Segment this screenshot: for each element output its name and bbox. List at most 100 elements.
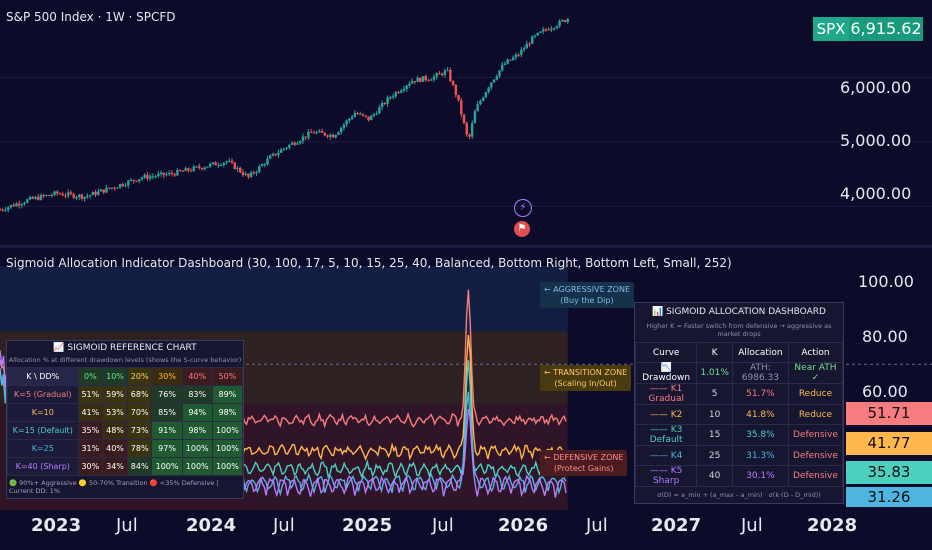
- ref-header-cell: 30%: [151, 367, 183, 386]
- ref-cell: 59%: [102, 385, 128, 404]
- candle-body: [451, 81, 455, 85]
- dash-curve: —— K1 Gradual: [634, 383, 698, 405]
- candle-body: [260, 164, 264, 167]
- ref-cell: 35%: [77, 421, 104, 440]
- ref-row: K=25 31% 40% 78% 97% 100% 100%: [7, 439, 244, 458]
- lightning-icon[interactable]: ⚡: [514, 199, 532, 217]
- candle-body: [509, 59, 512, 61]
- candle-body: [266, 158, 269, 165]
- candle-body: [129, 179, 133, 181]
- candle-body: [255, 171, 258, 174]
- price-pane[interactable]: [0, 0, 932, 245]
- dash-k: 5: [696, 383, 733, 405]
- candle-body: [550, 28, 553, 31]
- time-label: Jul: [741, 515, 763, 536]
- ref-cell: 98%: [211, 403, 244, 422]
- ref-cell: 84%: [126, 457, 153, 476]
- candle-body: [370, 115, 373, 121]
- dash-k: 15: [696, 424, 733, 446]
- ref-cell: 91%: [151, 421, 183, 440]
- ref-footer: 🟢 90%+ Aggressive 🟡 50-70% Transition 🔴 …: [9, 479, 219, 495]
- price-chart[interactable]: [0, 0, 932, 245]
- time-label: Jul: [586, 515, 608, 536]
- dash-row: —— K4 25 31.3% Defensive: [634, 445, 844, 466]
- candle-body: [479, 100, 482, 105]
- candle-body: [503, 63, 507, 65]
- candle-body: [468, 134, 471, 137]
- price-tick-4000: 4,000.00: [840, 184, 912, 203]
- time-label: 2028: [807, 515, 858, 536]
- candle-body: [440, 73, 444, 76]
- dash-drawdown-ath: ATH: 6986.33: [731, 362, 789, 384]
- candle-body: [378, 107, 381, 114]
- candle-body: [263, 164, 266, 166]
- dash-alloc: 41.8%: [731, 404, 789, 425]
- zone-defensive-line1: ← DEFENSIVE ZONE: [544, 453, 624, 462]
- candle-body: [323, 132, 327, 136]
- candle-body: [72, 193, 75, 198]
- candle-body: [116, 187, 119, 189]
- ref-cell: 51%: [77, 385, 104, 404]
- ind-tick-80: 80.00: [862, 327, 908, 346]
- flag-icon[interactable]: ⚑: [514, 221, 530, 237]
- candle-body: [118, 184, 122, 188]
- candle-body: [498, 70, 501, 77]
- dash-k: 40: [696, 465, 733, 487]
- candle-body: [102, 189, 105, 193]
- dash-formula: σ(D) = a_min + (a_max - a_min) · σ(k·(D …: [657, 491, 821, 499]
- candle-body: [307, 131, 310, 138]
- dash-action: Reduce: [787, 383, 844, 405]
- candle-body: [58, 193, 62, 195]
- candle-body: [127, 180, 130, 186]
- candle-body: [342, 124, 346, 128]
- candle-body: [37, 196, 40, 200]
- candle-body: [132, 179, 135, 181]
- candle-body: [219, 164, 223, 166]
- candle-body: [26, 199, 29, 203]
- candle-body: [511, 57, 515, 61]
- candle-body: [397, 92, 400, 94]
- candle-body: [471, 123, 474, 137]
- dash-header-action: Action: [787, 342, 844, 363]
- ref-header-cell: 10%: [102, 367, 128, 386]
- candle-body: [528, 43, 531, 45]
- candle-body: [151, 176, 155, 178]
- ref-header-cell: K \ DD%: [7, 367, 79, 386]
- candle-body: [329, 134, 332, 137]
- zone-aggressive-line2: (Buy the Dip): [560, 296, 614, 305]
- time-label: 2027: [651, 515, 702, 536]
- candle-body: [241, 172, 245, 175]
- candle-body: [12, 205, 15, 207]
- pane-divider[interactable]: [0, 245, 932, 248]
- candle-body: [56, 191, 59, 194]
- candle-body: [432, 76, 436, 80]
- candle-body: [438, 73, 441, 75]
- candle-body: [105, 187, 108, 193]
- ref-grid: K \ DD% 0% 10% 20% 30% 40% 50% K=5 (Grad…: [7, 367, 244, 476]
- candle-body: [249, 172, 253, 177]
- candle-body: [195, 166, 198, 168]
- candle-body: [531, 36, 534, 44]
- candle-body: [42, 195, 45, 197]
- candle-body: [20, 204, 24, 206]
- ref-cell: 30%: [77, 457, 104, 476]
- candle-body: [86, 196, 89, 198]
- candle-body: [421, 76, 425, 82]
- candle-body: [536, 32, 539, 36]
- ref-row: K=10 41% 53% 70% 85% 94% 98%: [7, 403, 244, 422]
- candle-body: [135, 180, 138, 182]
- candle-body: [315, 132, 318, 134]
- candle-body: [380, 102, 384, 108]
- candle-body: [460, 100, 463, 115]
- candle-body: [290, 142, 294, 145]
- candle-body: [282, 148, 286, 150]
- indicator-title: Sigmoid Allocation Indicator Dashboard (…: [6, 256, 732, 270]
- candle-body: [15, 203, 18, 207]
- candle-body: [244, 173, 247, 175]
- candle-body: [356, 113, 359, 115]
- candle-body: [353, 113, 357, 117]
- dash-grid: Curve K Allocation Action 📉 Drawdown 1.0…: [634, 342, 844, 487]
- dash-alloc: 51.7%: [731, 383, 789, 405]
- price-tick-5000: 5,000.00: [840, 131, 912, 150]
- price-badge: 6,915.62: [849, 17, 923, 41]
